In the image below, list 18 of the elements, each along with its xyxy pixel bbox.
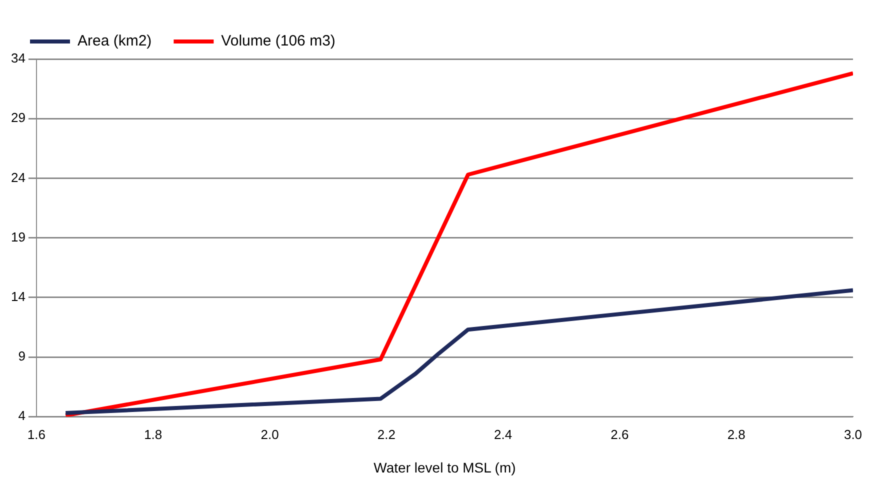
y-tick-label: 14 — [10, 288, 26, 304]
y-tick-label: 24 — [10, 170, 26, 185]
x-tick-label: 2.6 — [610, 426, 629, 442]
legend-label: Area (km2) — [78, 32, 152, 50]
x-tick-label: 1.8 — [144, 426, 162, 442]
legend-label: Volume (106 m3) — [221, 32, 336, 50]
y-tick-label: 34 — [10, 50, 26, 66]
y-tick-label: 9 — [18, 348, 26, 364]
y-tick-label: 29 — [10, 110, 26, 126]
x-tick-label: 2.8 — [727, 426, 746, 442]
x-tick-label: 2.2 — [377, 426, 396, 442]
y-tick-label: 19 — [10, 229, 26, 244]
x-tick-label: 3.0 — [844, 426, 862, 442]
x-tick-label: 2.4 — [494, 426, 512, 442]
y-tick-label: 4 — [18, 408, 26, 424]
x-axis-title: Water level to MSL (m) — [374, 459, 516, 476]
x-tick-label: 1.6 — [27, 426, 46, 442]
x-tick-label: 2.0 — [260, 426, 279, 442]
